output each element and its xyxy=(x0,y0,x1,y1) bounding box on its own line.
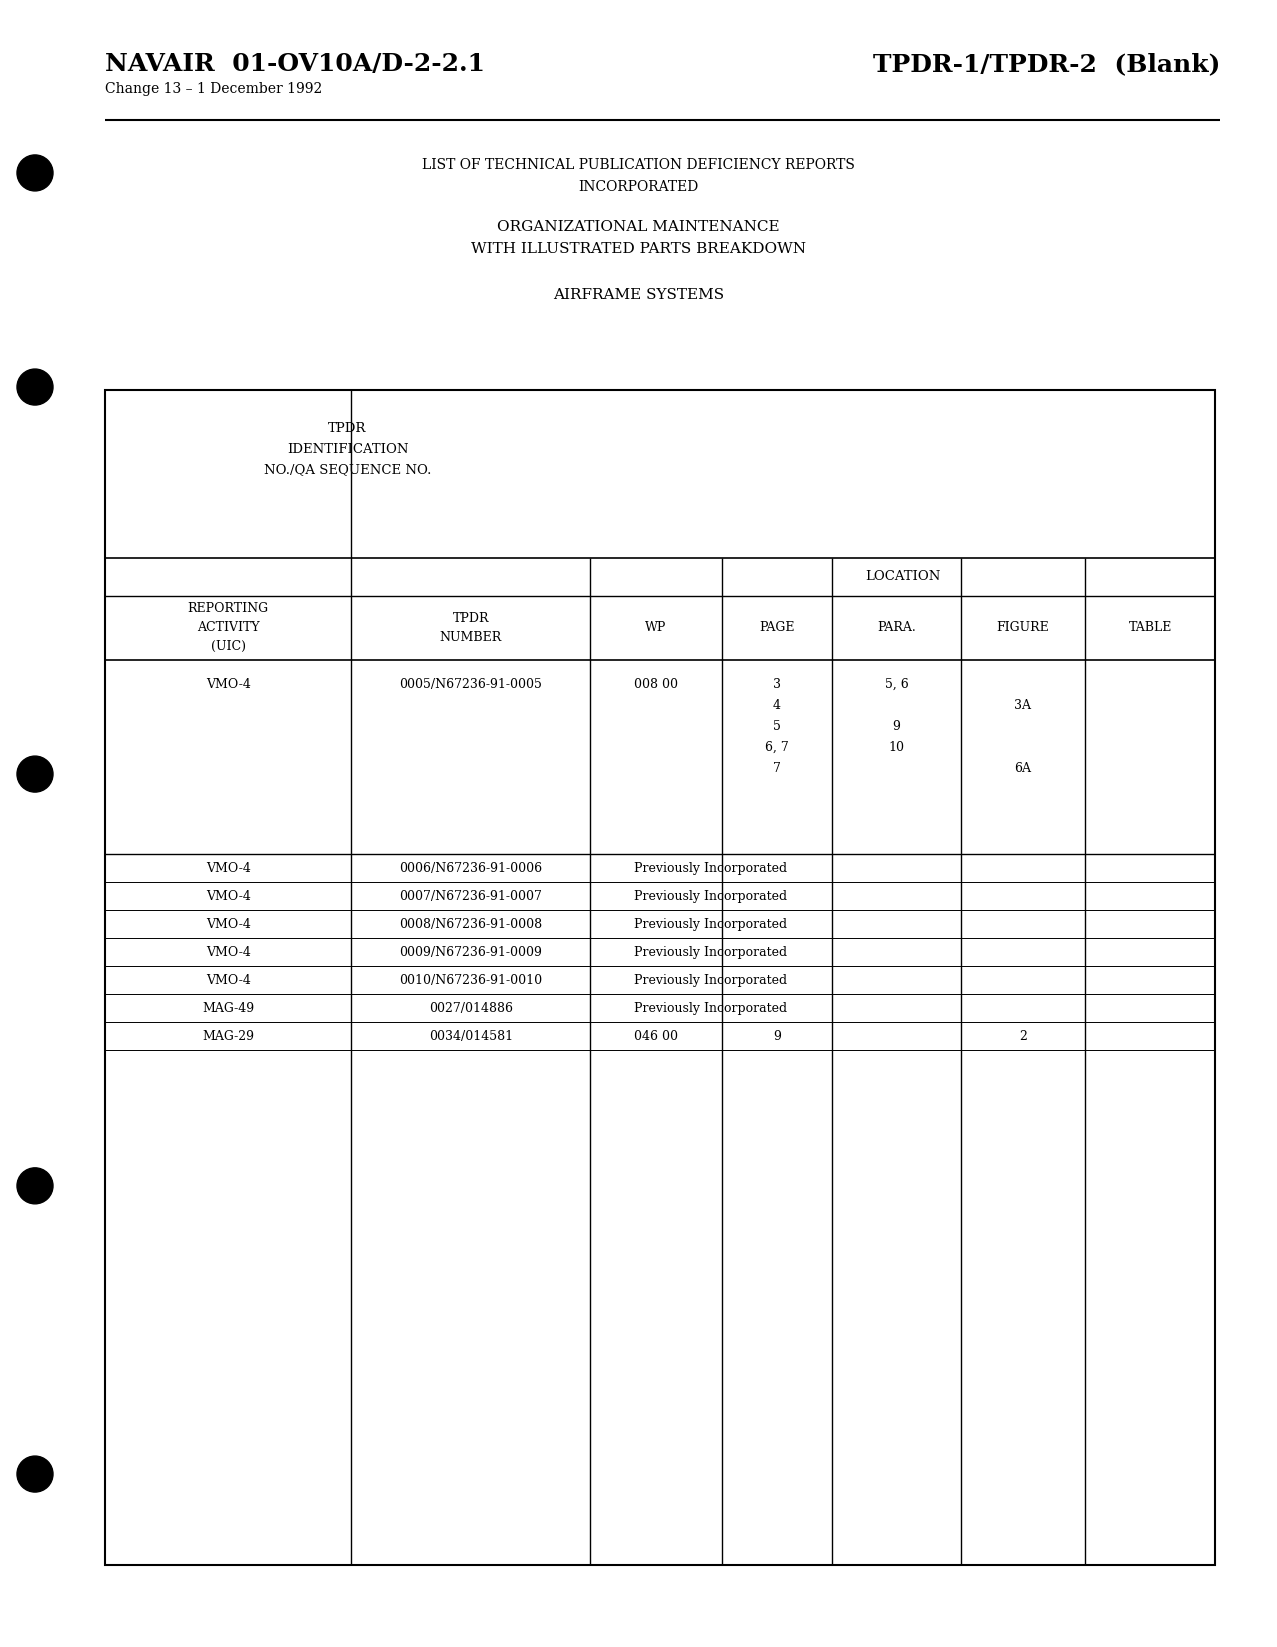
Text: 4: 4 xyxy=(773,700,782,712)
Text: WP: WP xyxy=(645,621,667,634)
Circle shape xyxy=(17,369,54,405)
Text: Change 13 – 1 December 1992: Change 13 – 1 December 1992 xyxy=(105,82,322,96)
Text: Previously Incorporated: Previously Incorporated xyxy=(635,917,788,931)
Text: 5: 5 xyxy=(773,720,782,733)
Text: REPORTING
ACTIVITY
(UIC): REPORTING ACTIVITY (UIC) xyxy=(188,603,268,654)
Text: VMO-4: VMO-4 xyxy=(206,973,250,987)
Text: ORGANIZATIONAL MAINTENANCE: ORGANIZATIONAL MAINTENANCE xyxy=(497,221,780,234)
Text: 6, 7: 6, 7 xyxy=(765,741,789,754)
Text: PARA.: PARA. xyxy=(877,621,916,634)
Circle shape xyxy=(17,155,54,191)
Circle shape xyxy=(17,756,54,792)
Text: VMO-4: VMO-4 xyxy=(206,861,250,875)
Text: Previously Incorporated: Previously Incorporated xyxy=(635,973,788,987)
Text: 2: 2 xyxy=(1019,1029,1027,1043)
Text: AIRFRAME SYSTEMS: AIRFRAME SYSTEMS xyxy=(553,288,724,301)
Text: 9: 9 xyxy=(893,720,900,733)
Text: 9: 9 xyxy=(773,1029,782,1043)
Text: VMO-4: VMO-4 xyxy=(206,945,250,959)
Text: PAGE: PAGE xyxy=(760,621,794,634)
Bar xyxy=(105,390,1214,1565)
Text: 5, 6: 5, 6 xyxy=(885,679,908,692)
Circle shape xyxy=(17,1168,54,1204)
Text: 0008/N67236-91-0008: 0008/N67236-91-0008 xyxy=(400,917,543,931)
Text: 0010/N67236-91-0010: 0010/N67236-91-0010 xyxy=(400,973,543,987)
Text: VMO-4: VMO-4 xyxy=(206,917,250,931)
Text: TABLE: TABLE xyxy=(1129,621,1172,634)
Text: WITH ILLUSTRATED PARTS BREAKDOWN: WITH ILLUSTRATED PARTS BREAKDOWN xyxy=(471,242,806,255)
Text: TPDR
IDENTIFICATION
NO./QA SEQUENCE NO.: TPDR IDENTIFICATION NO./QA SEQUENCE NO. xyxy=(264,422,432,476)
Text: INCORPORATED: INCORPORATED xyxy=(578,180,699,194)
Text: MAG-29: MAG-29 xyxy=(202,1029,254,1043)
Text: VMO-4: VMO-4 xyxy=(206,679,250,692)
Text: Previously Incorporated: Previously Incorporated xyxy=(635,945,788,959)
Text: 0005/N67236-91-0005: 0005/N67236-91-0005 xyxy=(400,679,543,692)
Text: NAVAIR  01-OV10A/D-2-2.1: NAVAIR 01-OV10A/D-2-2.1 xyxy=(105,53,485,76)
Text: TPDR-1/TPDR-2  (Blank): TPDR-1/TPDR-2 (Blank) xyxy=(872,53,1220,76)
Text: 6A: 6A xyxy=(1014,763,1032,776)
Text: MAG-49: MAG-49 xyxy=(202,1001,254,1015)
Text: 10: 10 xyxy=(889,741,904,754)
Text: 0009/N67236-91-0009: 0009/N67236-91-0009 xyxy=(400,945,543,959)
Text: LOCATION: LOCATION xyxy=(865,570,940,583)
Text: 3: 3 xyxy=(773,679,782,692)
Circle shape xyxy=(17,1456,54,1492)
Text: LIST OF TECHNICAL PUBLICATION DEFICIENCY REPORTS: LIST OF TECHNICAL PUBLICATION DEFICIENCY… xyxy=(423,158,854,171)
Text: 3A: 3A xyxy=(1014,700,1032,712)
Text: 008 00: 008 00 xyxy=(635,679,678,692)
Text: 7: 7 xyxy=(773,763,782,776)
Text: TPDR
NUMBER: TPDR NUMBER xyxy=(439,613,502,644)
Text: 0006/N67236-91-0006: 0006/N67236-91-0006 xyxy=(400,861,543,875)
Text: Previously Incorporated: Previously Incorporated xyxy=(635,861,788,875)
Text: 0027/014886: 0027/014886 xyxy=(429,1001,513,1015)
Text: 0034/014581: 0034/014581 xyxy=(429,1029,513,1043)
Text: FIGURE: FIGURE xyxy=(996,621,1050,634)
Text: Previously Incorporated: Previously Incorporated xyxy=(635,1001,788,1015)
Text: Previously Incorporated: Previously Incorporated xyxy=(635,889,788,903)
Text: VMO-4: VMO-4 xyxy=(206,889,250,903)
Text: 0007/N67236-91-0007: 0007/N67236-91-0007 xyxy=(400,889,543,903)
Text: 046 00: 046 00 xyxy=(635,1029,678,1043)
